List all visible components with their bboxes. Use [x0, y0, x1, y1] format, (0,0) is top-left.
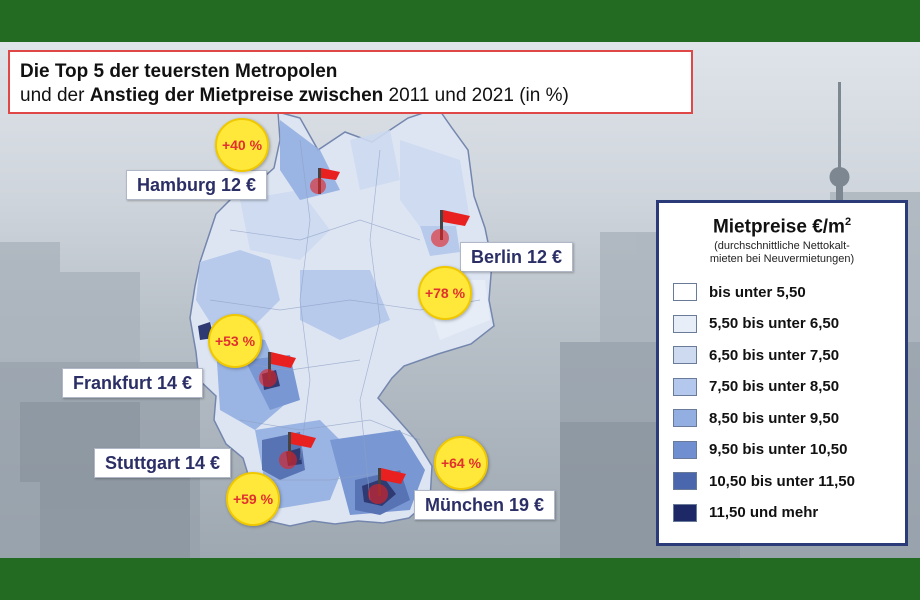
- legend-swatch: [673, 472, 697, 491]
- title-highlight: Anstieg der Mietpreise zwischen: [89, 85, 384, 106]
- legend-item: 5,50 bis unter 6,50: [669, 308, 895, 340]
- city-label-berlin: Berlin 12 €: [460, 242, 574, 272]
- title-line2: und der Anstieg der Mietpreise zwischen …: [20, 85, 569, 106]
- legend-swatch: [673, 503, 697, 522]
- legend-swatch: [673, 346, 697, 365]
- legend-swatch: [673, 283, 697, 302]
- legend-item: 9,50 bis unter 10,50: [669, 434, 895, 466]
- legend-item: 8,50 bis unter 9,50: [669, 402, 895, 434]
- increase-badge-berlin: +78 %: [418, 266, 472, 320]
- increase-badge-stuttgart: +59 %: [226, 472, 280, 526]
- flag-muenchen: [368, 468, 406, 504]
- flag-berlin: [431, 210, 470, 247]
- city-label-hamburg: Hamburg 12 €: [126, 170, 268, 200]
- flag-hamburg: [310, 168, 340, 194]
- city-label-stuttgart: Stuttgart 14 €: [94, 448, 232, 478]
- legend-title: Mietpreise €/m2: [712, 216, 852, 238]
- legend-swatch: [673, 377, 697, 396]
- legend-item: 7,50 bis unter 8,50: [669, 371, 895, 403]
- legend-swatch: [673, 409, 697, 428]
- legend-item: bis unter 5,50: [669, 276, 895, 308]
- legend-items: bis unter 5,50 5,50 bis unter 6,50 6,50 …: [669, 276, 895, 528]
- title-line1: Die Top 5 der teuersten Metropolen: [20, 61, 338, 82]
- increase-badge-muenchen: +64 %: [434, 436, 488, 490]
- city-label-frankfurt: Frankfurt 14 €: [62, 368, 204, 398]
- increase-badge-frankfurt: +53 %: [208, 314, 262, 368]
- increase-badge-hamburg: +40 %: [215, 118, 269, 172]
- legend-item: 10,50 bis unter 11,50: [669, 465, 895, 497]
- city-label-muenchen: München 19 €: [414, 490, 556, 520]
- top-frame: [0, 0, 920, 42]
- legend-item: 6,50 bis unter 7,50: [669, 339, 895, 371]
- flag-stuttgart: [279, 432, 316, 469]
- map-legend: Mietpreise €/m2 (durchschnittliche Netto…: [656, 200, 908, 546]
- legend-swatch: [673, 314, 697, 333]
- legend-swatch: [673, 440, 697, 459]
- legend-subtitle: (durchschnittliche Nettokalt- mieten bei…: [709, 240, 855, 266]
- legend-item: 11,50 und mehr: [669, 497, 895, 529]
- flag-frankfurt: [259, 352, 296, 387]
- map-title: Die Top 5 der teuersten Metropolen und d…: [8, 50, 693, 114]
- bottom-frame: [0, 558, 920, 600]
